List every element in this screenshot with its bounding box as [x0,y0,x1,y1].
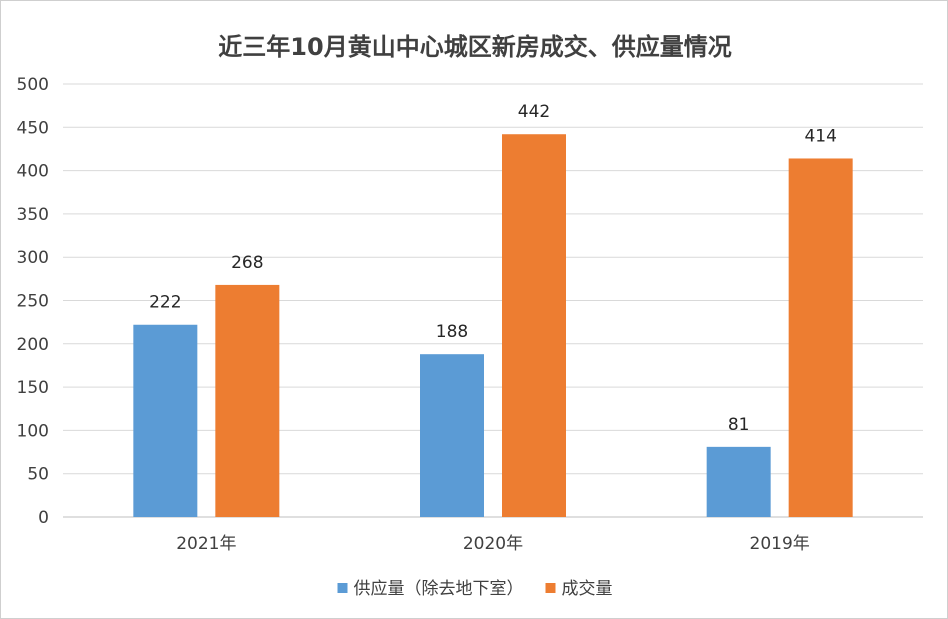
legend-item: 供应量（除去地下室） [337,579,524,599]
bar-supply [133,324,198,517]
y-tick-label: 50 [27,465,49,485]
data-labels: 222 268 188 442 81 414 [149,102,837,435]
bar-transaction [502,134,566,517]
x-tick-label: 2020年 [463,534,523,554]
data-label: 222 [149,293,181,313]
y-axis-ticks: 0 50 100 150 200 250 300 350 400 450 500 [17,75,49,528]
bar-supply [706,446,771,517]
gridlines [63,83,923,518]
data-label: 81 [728,415,750,435]
legend-swatch [337,583,348,593]
data-label: 414 [804,126,836,146]
data-label: 188 [436,322,468,342]
legend-label: 供应量（除去地下室） [354,579,524,599]
y-tick-label: 350 [17,205,49,225]
y-tick-label: 450 [17,118,49,138]
bar-supply [420,354,484,517]
x-axis-ticks: 2021年 2020年 2019年 [176,534,810,554]
y-tick-label: 0 [38,508,49,528]
legend: 供应量（除去地下室） 成交量 [337,579,613,599]
legend-item: 成交量 [545,579,613,599]
y-tick-label: 300 [17,248,49,268]
bar-transaction [215,284,280,517]
bars [133,134,853,517]
x-tick-label: 2019年 [750,534,810,554]
x-tick-label: 2021年 [176,534,236,554]
y-tick-label: 400 [17,162,49,182]
y-tick-label: 500 [17,75,49,95]
legend-swatch [545,583,556,593]
y-tick-label: 250 [17,292,49,312]
y-tick-label: 150 [17,378,49,398]
data-label: 442 [518,102,550,122]
data-label: 268 [231,253,263,273]
chart-title: 近三年10月黄山中心城区新房成交、供应量情况 [218,33,731,61]
y-tick-label: 100 [17,421,49,441]
bar-transaction [788,158,853,517]
legend-label: 成交量 [562,579,613,599]
y-tick-label: 200 [17,335,49,355]
